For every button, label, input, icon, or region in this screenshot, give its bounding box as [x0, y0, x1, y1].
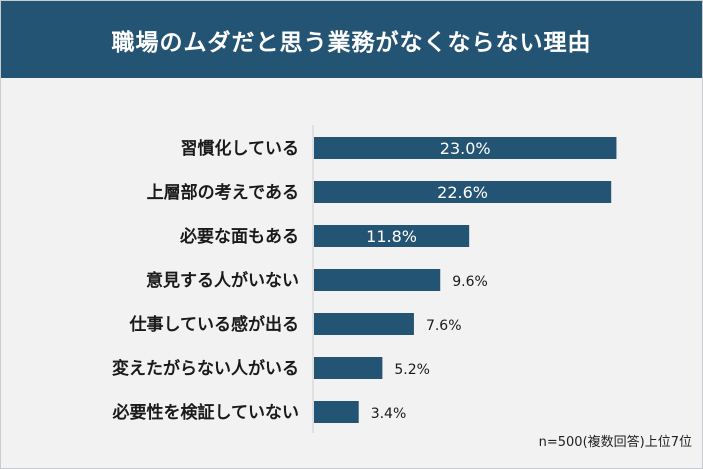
category-label: 必要性を検証していない	[112, 402, 300, 423]
category-label: 仕事している感が出る	[129, 314, 300, 335]
sample-note: n=500(複数回答)上位7位	[538, 435, 692, 450]
value-label: 23.0%	[440, 139, 491, 158]
bar	[314, 269, 441, 291]
category-label: 必要な面もある	[179, 226, 299, 247]
value-label: 9.6%	[452, 274, 488, 290]
category-label: 上層部の考えである	[147, 182, 299, 203]
bar	[314, 357, 383, 379]
category-label: 意見する人がいない	[146, 270, 299, 291]
bar	[314, 225, 470, 247]
value-label: 22.6%	[437, 183, 488, 202]
category-label: 変えたがらない人がいる	[112, 358, 299, 379]
page-title: 職場のムダだと思う業務がなくならない理由	[111, 29, 592, 56]
value-label: 7.6%	[426, 318, 462, 334]
bar	[314, 401, 359, 423]
value-label: 5.2%	[394, 362, 430, 378]
bar	[314, 181, 612, 203]
bar	[314, 137, 617, 159]
category-label: 習慣化している	[181, 138, 300, 159]
bar	[314, 313, 414, 335]
value-label: 3.4%	[371, 406, 407, 422]
value-label: 11.8%	[366, 227, 417, 246]
header-banner: 職場のムダだと思う業務がなくならない理由	[1, 1, 702, 78]
